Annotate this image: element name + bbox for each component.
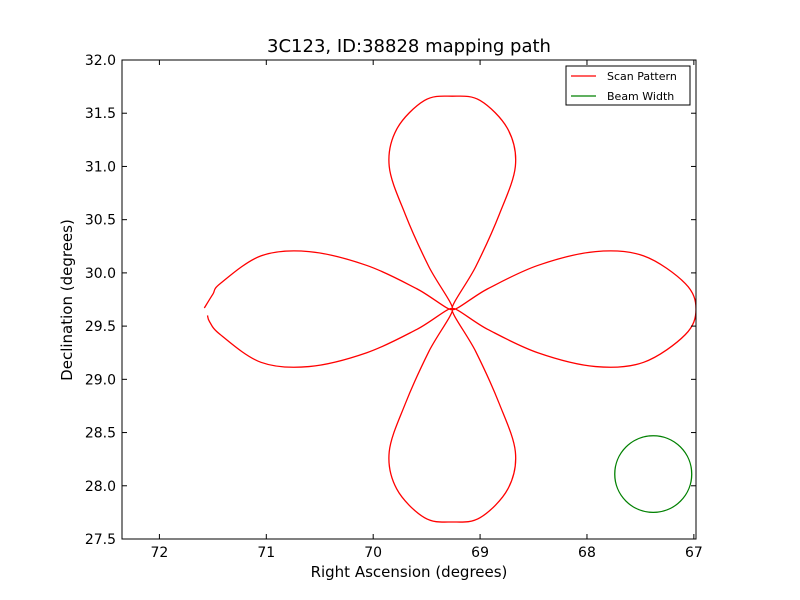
x-tick-label: 67 <box>685 545 703 561</box>
legend-box <box>565 65 691 106</box>
y-tick-label: 29.0 <box>85 372 116 388</box>
y-tick-label: 30.5 <box>85 213 116 229</box>
plot-area <box>121 59 697 540</box>
y-tick-label: 32.0 <box>85 53 116 69</box>
x-axis-label: Right Ascension (degrees) <box>311 563 508 581</box>
legend-label-beam-width: Beam Width <box>607 90 674 103</box>
legend-label-scan-pattern: Scan Pattern <box>607 70 677 83</box>
x-tick-label: 71 <box>257 545 275 561</box>
y-tick-label: 31.5 <box>85 106 116 122</box>
y-axis-label: Declination (degrees) <box>58 219 76 381</box>
x-tick-label: 70 <box>364 545 382 561</box>
y-tick-label: 27.5 <box>85 532 116 548</box>
x-tick-label: 69 <box>471 545 489 561</box>
y-tick-label: 28.5 <box>85 426 116 442</box>
plot-frame <box>121 59 697 540</box>
legend: Scan Pattern Beam Width <box>565 65 691 106</box>
chart-title: 3C123, ID:38828 mapping path <box>267 36 551 57</box>
y-tick-label: 31.0 <box>85 159 116 175</box>
x-axis-ticks: 72 71 70 69 68 67 <box>150 60 703 561</box>
y-tick-label: 30.0 <box>85 266 116 282</box>
y-tick-label: 28.0 <box>85 479 116 495</box>
y-axis-ticks: 27.5 28.0 28.5 29.0 29.5 30.0 30.5 31.0 31.5 32.0 <box>85 53 696 548</box>
x-tick-label: 68 <box>578 545 596 561</box>
scan-pattern-line <box>203 95 696 523</box>
beam-width-circle <box>614 435 693 514</box>
x-tick-label: 72 <box>150 545 168 561</box>
y-tick-label: 29.5 <box>85 319 116 335</box>
